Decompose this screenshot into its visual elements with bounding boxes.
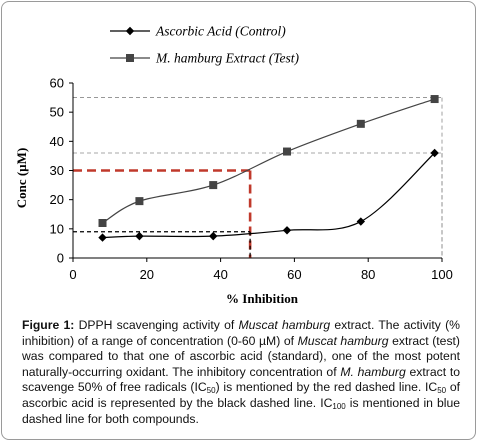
y-tick-label: 40 [50, 134, 64, 149]
x-tick-label: 40 [213, 267, 227, 282]
x-tick-label: 20 [140, 267, 154, 282]
data-point-diamond [209, 231, 218, 241]
data-point-diamond [135, 231, 144, 241]
chart-legend: Ascorbic Acid (Control) M. hamburg Extrac… [110, 24, 299, 66]
data-point-diamond [282, 226, 292, 235]
y-tick-label: 0 [57, 251, 64, 266]
x-tick-label: 60 [287, 267, 301, 282]
chart-series [98, 95, 439, 242]
x-tick-label: 100 [431, 267, 453, 282]
series-line-0 [102, 152, 436, 239]
data-point-square [209, 181, 218, 190]
data-point-square [135, 197, 144, 206]
y-tick-label: 20 [50, 192, 64, 207]
y-tick-label: 50 [50, 105, 64, 120]
y-tick-label: 30 [50, 163, 64, 178]
x-tick-label: 80 [361, 267, 375, 282]
y-tick-label: 10 [50, 221, 64, 236]
legend-marker-diamond [125, 26, 135, 36]
legend-marker-square [126, 54, 134, 62]
caption-label: Figure 1: [22, 318, 75, 332]
line-chart: 0 10 20 30 40 50 60 0 20 40 60 80 100 Ascorbic Acid … [14, 24, 453, 307]
data-point-square [283, 147, 292, 156]
data-point-diamond [430, 148, 439, 158]
data-point-diamond [356, 217, 366, 226]
data-point-diamond [98, 233, 107, 242]
data-point-square [356, 119, 365, 128]
x-axis-label: % Inhibition [226, 291, 299, 306]
chart-axes: 0 10 20 30 40 50 60 0 20 40 60 80 100 [50, 76, 453, 283]
reference-lines [73, 97, 443, 258]
legend-label-0: Ascorbic Acid (Control) [155, 24, 286, 39]
data-point-square [430, 95, 439, 104]
y-axis-label: Conc (µM) [14, 148, 29, 209]
figure-caption: Figure 1: DPPH scavenging activity of Mu… [22, 318, 460, 426]
x-tick-label: 0 [69, 267, 76, 282]
y-tick-label: 60 [50, 76, 64, 91]
legend-label-1: M. hamburg Extract (Test) [155, 51, 299, 66]
data-point-square [98, 219, 107, 227]
